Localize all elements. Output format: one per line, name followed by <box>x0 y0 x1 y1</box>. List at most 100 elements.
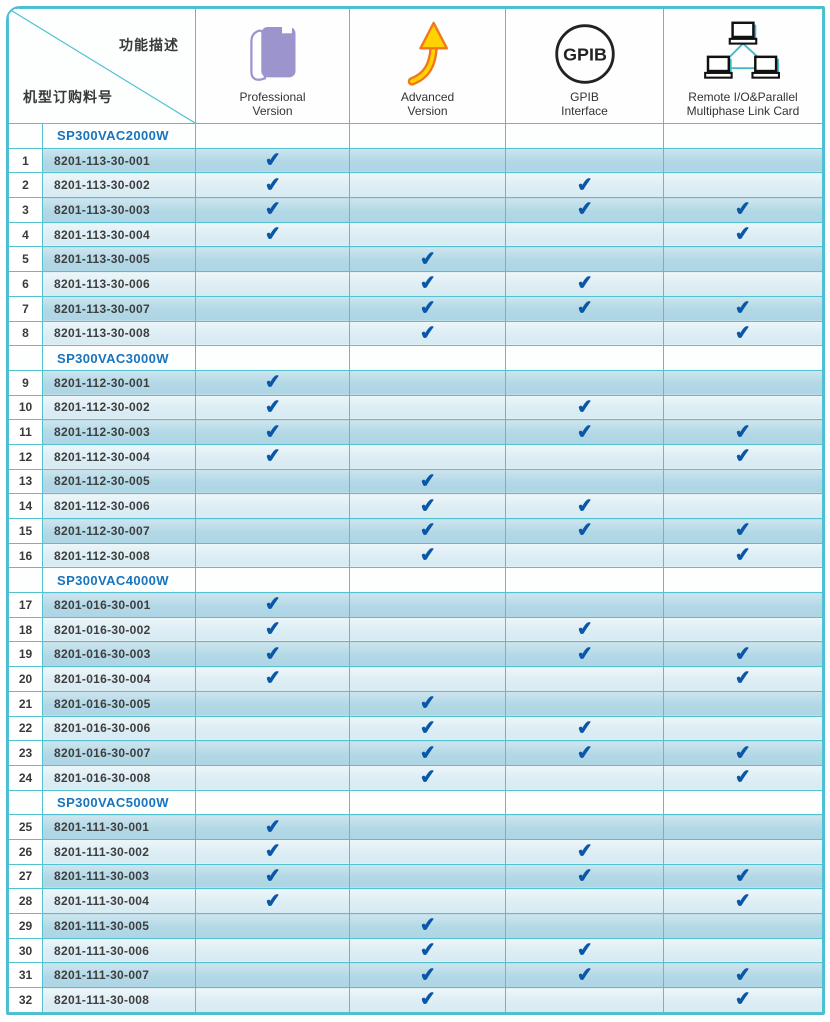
check-cell: ✔ <box>505 937 664 964</box>
check-cell: ✔ <box>505 518 664 544</box>
column-header-remote: Remote I/O&Parallel Multiphase Link Card <box>663 8 823 124</box>
check-cell: ✔ <box>663 641 823 668</box>
row-number-cell: 21 <box>8 690 43 717</box>
checkmark-icon: ✔ <box>418 914 437 937</box>
checkmark-icon: ✔ <box>575 198 594 222</box>
checkmark-icon: ✔ <box>575 618 594 641</box>
check-cell: ✔ <box>505 394 664 421</box>
table-row: 2 8201-113-30-002 ✔ ✔ <box>8 172 823 199</box>
empty-cell <box>195 987 350 1013</box>
empty-cell <box>195 123 350 149</box>
empty-cell <box>195 271 350 297</box>
empty-cell <box>349 641 506 668</box>
check-cell: ✔ <box>663 764 823 791</box>
check-cell: ✔ <box>195 419 350 445</box>
header-row: 功能描述 机型订购料号 Professional Version <box>8 8 823 124</box>
check-cell: ✔ <box>663 740 823 766</box>
part-number: 8201-113-30-008 <box>42 320 196 347</box>
check-cell: ✔ <box>349 987 506 1013</box>
empty-cell <box>505 592 664 618</box>
checkmark-icon: ✔ <box>263 420 282 444</box>
order-matrix-table: 功能描述 机型订购料号 Professional Version <box>8 8 823 1013</box>
check-cell: ✔ <box>195 221 350 248</box>
check-cell: ✔ <box>349 271 506 297</box>
check-cell: ✔ <box>663 863 823 890</box>
row-number-cell: 15 <box>8 518 43 544</box>
table-row: 15 8201-112-30-007 ✔ ✔ ✔ <box>8 518 823 544</box>
row-number-cell: 4 <box>8 221 43 248</box>
column-label: Version <box>407 104 448 118</box>
empty-cell <box>349 592 506 618</box>
table-row: 28 8201-111-30-004 ✔ ✔ <box>8 888 823 914</box>
empty-cell <box>505 666 664 692</box>
part-number: 8201-112-30-001 <box>42 369 196 396</box>
row-number-cell: 28 <box>8 888 43 914</box>
row-number-cell: 8 <box>8 320 43 347</box>
empty-cell <box>505 123 664 149</box>
column-label: Interface <box>561 104 608 118</box>
empty-cell <box>505 320 664 347</box>
table-row: 8 8201-113-30-008 ✔ ✔ <box>8 320 823 347</box>
empty-cell <box>663 690 823 717</box>
row-number-cell: 14 <box>8 493 43 519</box>
row-number-cell: 25 <box>8 814 43 840</box>
model-name: SP300VAC3000W <box>42 345 196 371</box>
check-cell: ✔ <box>349 295 506 322</box>
check-cell: ✔ <box>349 246 506 273</box>
empty-cell <box>663 616 823 643</box>
check-cell: ✔ <box>505 271 664 297</box>
empty-cell <box>195 962 350 989</box>
table-row: 7 8201-113-30-007 ✔ ✔ ✔ <box>8 295 823 322</box>
network-computers-icon <box>664 18 822 90</box>
empty-cell <box>195 690 350 717</box>
part-number: 8201-016-30-008 <box>42 764 196 791</box>
table-row: 19 8201-016-30-003 ✔ ✔ ✔ <box>8 641 823 668</box>
row-number-cell: 22 <box>8 715 43 742</box>
check-cell: ✔ <box>195 814 350 840</box>
check-cell: ✔ <box>349 493 506 519</box>
empty-cell <box>349 616 506 643</box>
check-cell: ✔ <box>505 295 664 322</box>
check-cell: ✔ <box>505 172 664 199</box>
part-number: 8201-111-30-006 <box>42 937 196 964</box>
checkmark-icon: ✔ <box>575 297 594 320</box>
part-number: 8201-113-30-004 <box>42 221 196 248</box>
check-cell: ✔ <box>505 197 664 223</box>
column-label: GPIB <box>570 90 599 104</box>
check-cell: ✔ <box>663 962 823 989</box>
empty-cell <box>195 937 350 964</box>
checkmark-icon: ✔ <box>418 692 437 715</box>
empty-cell <box>663 493 823 519</box>
row-number-cell: 23 <box>8 740 43 766</box>
table-row: 16 8201-112-30-008 ✔ ✔ <box>8 542 823 569</box>
checkmark-icon: ✔ <box>734 667 752 691</box>
part-number: 8201-016-30-007 <box>42 740 196 766</box>
empty-cell <box>349 419 506 445</box>
empty-cell <box>349 789 506 816</box>
check-cell: ✔ <box>195 641 350 668</box>
check-cell: ✔ <box>663 888 823 914</box>
empty-cell <box>349 345 506 371</box>
part-number: 8201-112-30-006 <box>42 493 196 519</box>
empty-cell <box>349 147 506 174</box>
part-number: 8201-113-30-002 <box>42 172 196 199</box>
empty-cell <box>505 987 664 1013</box>
checkmark-icon: ✔ <box>418 248 437 271</box>
table-row: 17 8201-016-30-001 ✔ <box>8 592 823 618</box>
part-number: 8201-111-30-003 <box>42 863 196 890</box>
empty-cell <box>195 320 350 347</box>
empty-cell <box>349 863 506 890</box>
check-cell: ✔ <box>195 666 350 692</box>
check-cell: ✔ <box>349 962 506 989</box>
checkmark-icon: ✔ <box>263 890 282 913</box>
checkmark-icon: ✔ <box>734 988 752 1012</box>
diagonal-line <box>9 9 195 123</box>
check-cell: ✔ <box>195 443 350 470</box>
checkmark-icon: ✔ <box>575 964 594 987</box>
check-cell: ✔ <box>505 838 664 865</box>
row-number-cell: 13 <box>8 468 43 495</box>
empty-cell <box>663 345 823 371</box>
row-number-cell: 10 <box>8 394 43 421</box>
checkmark-icon: ✔ <box>418 297 437 320</box>
check-cell: ✔ <box>505 863 664 890</box>
